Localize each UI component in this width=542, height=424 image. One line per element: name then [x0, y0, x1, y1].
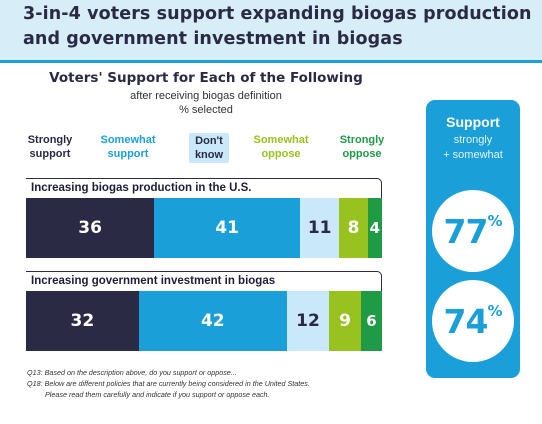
chart-title: Voters' Support for Each of the Followin… — [49, 70, 363, 86]
bar-row-biogas-production: 36 41 11 8 4 — [26, 198, 382, 258]
legend-label-line-1: Somewhat — [100, 134, 156, 146]
percent-sign: % — [487, 212, 503, 230]
bar-segment: 9 — [329, 291, 361, 351]
support-value-2: 74 — [443, 301, 489, 341]
chart-subtitle: after receiving biogas definition — [130, 90, 282, 102]
bar-category-label-2: Increasing government investment in biog… — [31, 275, 276, 287]
bar-segment: 41 — [154, 198, 301, 258]
legend-label-line-2: oppose — [261, 148, 301, 160]
support-summary-title: Support — [446, 114, 500, 130]
legend-label-line-2: oppose — [342, 148, 382, 160]
legend-label-line-2: support — [107, 148, 149, 160]
bar-segment: 32 — [26, 291, 139, 351]
percent-sign: % — [487, 302, 503, 320]
bar-row-government-investment: 32 42 12 9 6 — [26, 291, 382, 351]
legend-label-line-1: Don't — [195, 135, 223, 147]
footnote-q18: Q18: Below are different policies that a… — [27, 379, 310, 388]
bar-segment: 4 — [367, 198, 382, 258]
support-summary-sub-2: + somewhat — [443, 149, 503, 161]
bar-category-label-1: Increasing biogas production in the U.S. — [31, 182, 252, 194]
legend-label-line-2: support — [29, 148, 71, 160]
bar-segment: 6 — [360, 291, 382, 351]
support-circle-2: 74% — [432, 280, 514, 362]
bar-segment: 42 — [138, 291, 287, 351]
bar-value-label: 6 — [366, 312, 377, 330]
page-title: 3-in-4 voters support expanding biogas p… — [23, 2, 542, 52]
bar-segment: 12 — [286, 291, 330, 351]
bar-value-label: 9 — [339, 311, 351, 331]
bar-value-label: 36 — [78, 218, 102, 238]
bar-segment: 11 — [300, 198, 340, 258]
legend-item: Strongly oppose — [336, 133, 388, 161]
header-banner: 3-in-4 voters support expanding biogas p… — [0, 0, 542, 60]
footnote-q13: Q13: Based on the description above, do … — [27, 368, 237, 377]
bar-value-label: 12 — [296, 311, 320, 331]
footnote-q18-continued: Please read them carefully and indicate … — [45, 390, 270, 399]
bar-segment: 36 — [26, 198, 155, 258]
header-divider — [0, 60, 542, 63]
bar-panel-frame-1 — [26, 178, 382, 198]
support-circle-1: 77% — [432, 190, 514, 272]
page-title-line-1: 3-in-4 voters support expanding biogas p… — [23, 4, 532, 24]
legend-item: Somewhat oppose — [250, 133, 312, 161]
bar-value-label: 4 — [369, 219, 381, 237]
support-summary-box: Support strongly + somewhat 77% 74% — [426, 100, 520, 378]
bar-value-label: 11 — [307, 218, 332, 238]
bar-value-label: 42 — [200, 311, 225, 331]
support-summary-sub-1: strongly — [453, 134, 493, 146]
chart-unit-note: % selected — [179, 104, 233, 116]
legend-item: Somewhat support — [98, 133, 158, 161]
bar-value-label: 32 — [70, 311, 95, 331]
legend-label-line-1: Somewhat — [253, 134, 309, 146]
legend-label-line-2: know — [194, 149, 224, 161]
legend-item: Don't know — [189, 133, 229, 163]
page-title-line-2: and government investment in biogas — [23, 29, 403, 49]
legend-label-line-1: Strongly — [339, 134, 385, 146]
bar-value-label: 8 — [347, 218, 360, 238]
bar-panel-frame-2 — [26, 271, 382, 291]
legend-label-line-1: Strongly — [27, 134, 73, 146]
bar-segment: 8 — [339, 198, 368, 258]
support-value-1: 77 — [443, 211, 489, 251]
bar-value-label: 41 — [215, 218, 239, 238]
legend-item: Strongly support — [26, 133, 74, 161]
